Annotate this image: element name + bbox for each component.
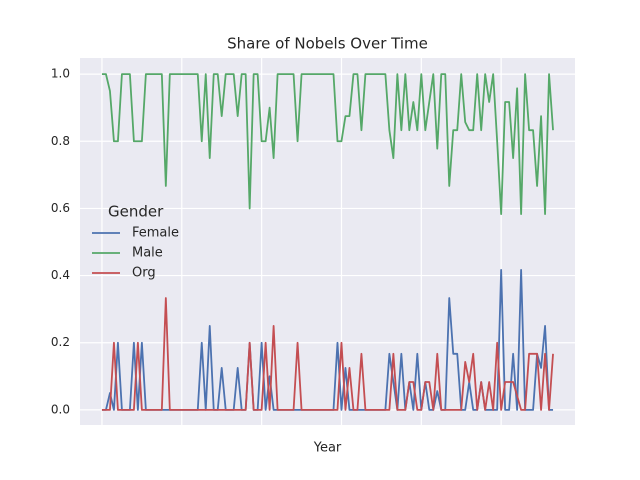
legend-label: Female — [132, 226, 179, 241]
chart-title: Share of Nobels Over Time — [227, 35, 428, 53]
y-tick-label: 0.4 — [51, 268, 70, 282]
y-tick-label: 0.8 — [51, 134, 70, 148]
y-tick-label: 1.0 — [51, 67, 70, 81]
legend-title: Gender — [108, 203, 164, 221]
y-tick-label: 0.6 — [51, 201, 70, 215]
legend-label: Male — [132, 246, 163, 261]
marks — [101, 73, 554, 411]
legend-label: Org — [132, 266, 156, 281]
line-male — [101, 73, 554, 216]
x-axis-label: Year — [313, 441, 342, 456]
line-org — [101, 297, 554, 411]
y-tick-label: 0.2 — [51, 335, 70, 349]
y-tick-label: 0.0 — [51, 402, 70, 416]
plot-area — [80, 58, 575, 425]
grid — [80, 58, 575, 425]
legend: Gender Female Male Org — [92, 203, 179, 281]
